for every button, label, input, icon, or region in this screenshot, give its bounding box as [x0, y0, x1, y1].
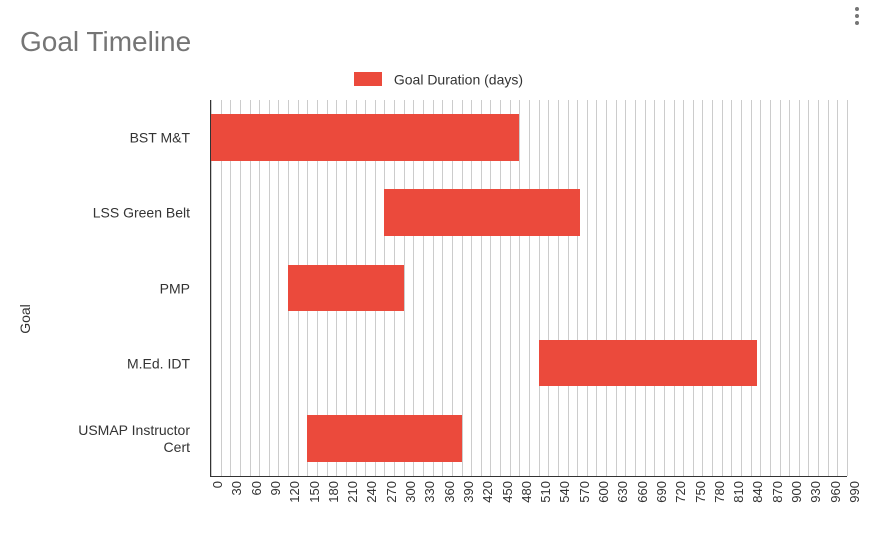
- bar: [384, 189, 580, 236]
- x-axis-tick: 390: [461, 481, 476, 503]
- x-axis-tick: 210: [345, 481, 360, 503]
- kebab-dot: [855, 21, 859, 25]
- bar: [539, 340, 757, 387]
- x-axis-tick: 150: [307, 481, 322, 503]
- legend: Goal Duration (days): [0, 70, 877, 87]
- x-axis-tick: 630: [615, 481, 630, 503]
- x-axis-tick: 570: [577, 481, 592, 503]
- x-axis-tick: 510: [538, 481, 553, 503]
- x-axis-tick: 660: [635, 481, 650, 503]
- x-axis-tick: 780: [712, 481, 727, 503]
- y-axis-label: M.Ed. IDT: [40, 355, 190, 372]
- kebab-dot: [855, 7, 859, 11]
- x-axis-tick: 270: [384, 481, 399, 503]
- more-options-button[interactable]: [845, 4, 869, 28]
- x-axis-tick: 930: [808, 481, 823, 503]
- x-axis-tick: 810: [731, 481, 746, 503]
- x-axis-tick: 720: [673, 481, 688, 503]
- x-axis-tick: 690: [654, 481, 669, 503]
- chart-title: Goal Timeline: [20, 26, 191, 58]
- x-axis-ticks: 0 30 60 90 120 150 180 210 240 270 300 330 360 390 420…: [210, 477, 847, 537]
- x-axis-tick: 330: [422, 481, 437, 503]
- x-axis-tick: 540: [557, 481, 572, 503]
- x-axis-tick: 840: [750, 481, 765, 503]
- x-axis-tick: 750: [693, 481, 708, 503]
- legend-label: Goal Duration (days): [394, 71, 523, 87]
- x-axis-tick: 480: [519, 481, 534, 503]
- y-axis-label: LSS Green Belt: [40, 205, 190, 222]
- y-axis-label: BST M&T: [40, 129, 190, 146]
- x-axis-tick: 870: [770, 481, 785, 503]
- chart-area: Goal BST M&T LSS Green Belt PMP M.Ed. IDT US…: [0, 100, 877, 537]
- x-axis-tick: 60: [249, 481, 264, 495]
- x-axis-tick: 300: [403, 481, 418, 503]
- x-axis-tick: 30: [229, 481, 244, 495]
- gridline: [847, 100, 848, 476]
- x-axis-tick: 180: [326, 481, 341, 503]
- legend-swatch: [354, 72, 382, 86]
- x-axis-tick: 420: [480, 481, 495, 503]
- bar: [307, 415, 461, 462]
- bars-layer: [211, 100, 847, 476]
- y-axis-labels: BST M&T LSS Green Belt PMP M.Ed. IDT USMAP I…: [40, 100, 200, 477]
- x-axis-tick: 240: [364, 481, 379, 503]
- x-axis-tick: 0: [210, 481, 225, 488]
- kebab-dot: [855, 14, 859, 18]
- bar: [211, 114, 519, 161]
- y-axis-title: Goal: [17, 304, 33, 334]
- x-axis-tick: 900: [789, 481, 804, 503]
- x-axis-tick: 960: [828, 481, 843, 503]
- x-axis-tick: 90: [268, 481, 283, 495]
- x-axis-tick: 450: [500, 481, 515, 503]
- plot-area: [210, 100, 847, 477]
- y-axis-label: PMP: [40, 280, 190, 297]
- x-axis-tick: 600: [596, 481, 611, 503]
- x-axis-tick: 990: [847, 481, 862, 503]
- y-axis-label: USMAP InstructorCert: [40, 423, 190, 457]
- x-axis-tick: 360: [442, 481, 457, 503]
- bar: [288, 265, 404, 312]
- x-axis-tick: 120: [287, 481, 302, 503]
